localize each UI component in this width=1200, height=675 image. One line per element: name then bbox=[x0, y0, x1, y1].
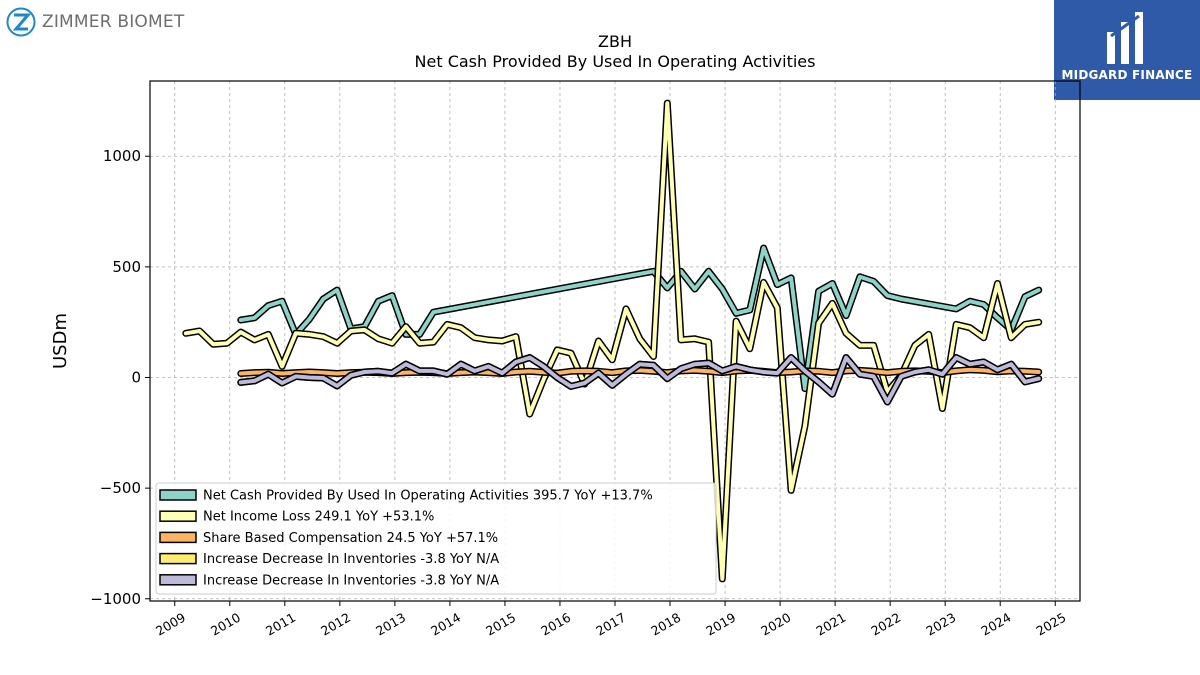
y-tick-label: −500 bbox=[100, 479, 141, 497]
legend-label: Net Cash Provided By Used In Operating A… bbox=[203, 489, 653, 504]
chart-subtitle: Net Cash Provided By Used In Operating A… bbox=[414, 52, 816, 71]
x-tick-label: 2012 bbox=[318, 610, 353, 639]
legend-swatch bbox=[159, 489, 197, 501]
midgard-finance-logo: MIDGARD FINANCE bbox=[1054, 0, 1200, 100]
legend-label: Share Based Compensation 24.5 YoY +57.1% bbox=[203, 531, 498, 546]
x-tick-label: 2020 bbox=[758, 610, 793, 639]
legend-swatch bbox=[159, 531, 197, 544]
y-tick-label: 0 bbox=[131, 369, 141, 387]
zimmer-biomet-logo: ZIMMER BIOMET bbox=[6, 5, 184, 39]
x-tick-label: 2023 bbox=[923, 610, 958, 639]
x-tick-label: 2024 bbox=[978, 610, 1013, 639]
x-tick-label: 2015 bbox=[483, 610, 518, 639]
x-tick-label: 2013 bbox=[373, 610, 408, 639]
series-lines bbox=[182, 99, 1043, 583]
chart-title: ZBH bbox=[598, 32, 632, 51]
x-tick-label: 2025 bbox=[1033, 610, 1068, 639]
x-tick-label: 2018 bbox=[648, 610, 683, 639]
legend-box bbox=[155, 482, 717, 595]
y-tick-label: −1000 bbox=[90, 590, 141, 608]
legend-label: Net Income Loss 249.1 YoY +53.1% bbox=[203, 510, 434, 525]
y-tick-label: 500 bbox=[112, 258, 141, 276]
x-tick-label: 2021 bbox=[813, 610, 848, 639]
zimmer-biomet-mark-icon bbox=[6, 7, 36, 37]
legend-swatch bbox=[159, 574, 197, 586]
y-axis-ticks: −1000 −500 0 500 1000 bbox=[90, 147, 150, 608]
y-tick-label: 1000 bbox=[103, 147, 141, 165]
series-4 bbox=[237, 354, 1043, 406]
series-0 bbox=[237, 244, 1043, 393]
zimmer-biomet-name: ZIMMER BIOMET bbox=[42, 12, 185, 32]
x-tick-label: 2010 bbox=[208, 610, 243, 639]
legend-swatch bbox=[159, 552, 197, 565]
x-tick-label: 2011 bbox=[263, 610, 298, 639]
series-line bbox=[238, 355, 1041, 404]
legend: Net Cash Provided By Used In Operating A… bbox=[155, 482, 717, 595]
x-tick-label: 2022 bbox=[868, 610, 903, 639]
x-tick-label: 2009 bbox=[153, 610, 188, 639]
series-line bbox=[238, 246, 1041, 391]
x-tick-label: 2016 bbox=[538, 610, 573, 639]
midgard-finance-name: MIDGARD FINANCE bbox=[1061, 68, 1193, 82]
legend-label: Increase Decrease In Inventories -3.8 Yo… bbox=[203, 573, 499, 588]
legend-swatch bbox=[159, 510, 197, 522]
x-tick-label: 2014 bbox=[428, 610, 463, 639]
y-axis-label: USDm bbox=[50, 313, 71, 369]
midgard-finance-mark-icon bbox=[1107, 12, 1143, 64]
x-axis-ticks: 2009 2010 2011 2012 2013 2014 2015 2016 2017 2018… bbox=[153, 601, 1069, 639]
x-tick-label: 2017 bbox=[593, 610, 628, 639]
x-tick-label: 2019 bbox=[703, 610, 738, 639]
legend-label: Increase Decrease In Inventories -3.8 Yo… bbox=[203, 552, 499, 567]
